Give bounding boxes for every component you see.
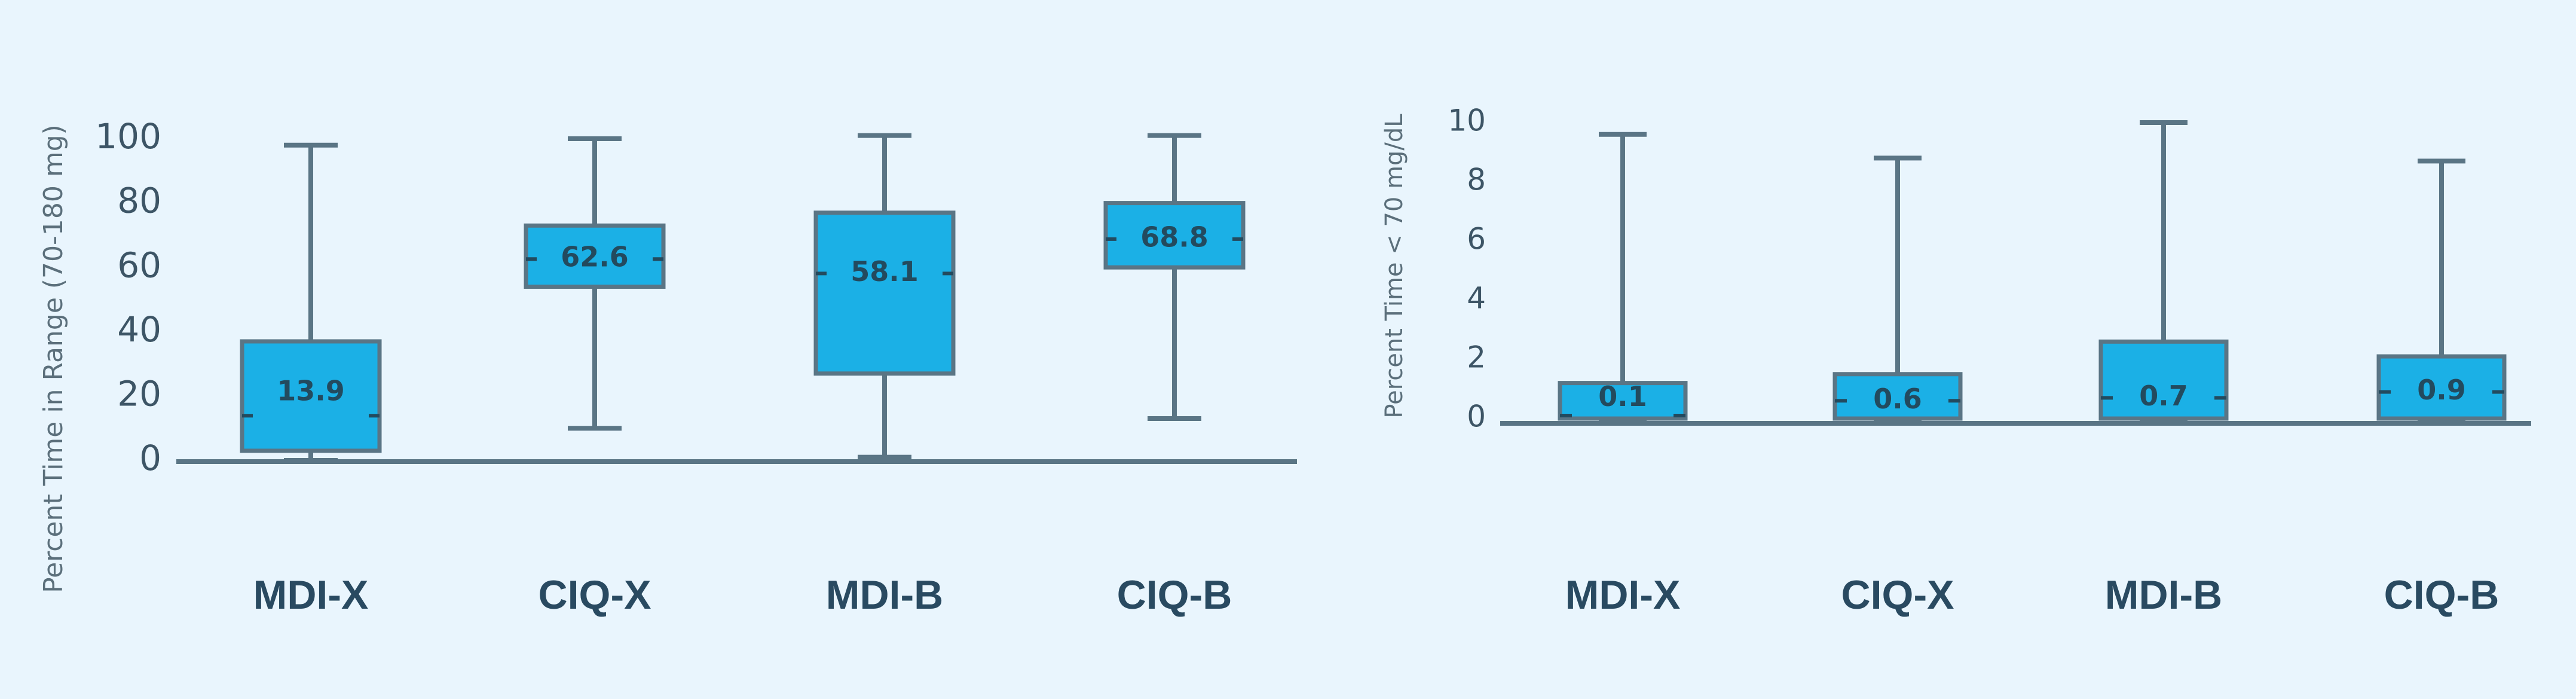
category-label-mdi-x: MDI-X bbox=[1565, 572, 1681, 618]
median-value-label: 13.9 bbox=[277, 375, 345, 407]
y-tick-label: 2 bbox=[1467, 340, 1486, 375]
box-body bbox=[1832, 372, 1963, 421]
box-2: 58.1 bbox=[813, 133, 956, 460]
y-tick-label: 4 bbox=[1467, 281, 1486, 316]
category-label-ciq-b: CIQ-B bbox=[1117, 572, 1232, 618]
box-body bbox=[813, 210, 956, 376]
box-body bbox=[524, 223, 666, 289]
y-axis-label: Percent Time < 70 mg/dL bbox=[1381, 114, 1408, 419]
chart-time-in-range: Percent Time in Range (70-180 mg) 0 20 40 60… bbox=[38, 116, 1297, 618]
box-body bbox=[1558, 381, 1688, 421]
box-body bbox=[2098, 339, 2229, 421]
box-body bbox=[1103, 201, 1246, 270]
y-tick-label: 0 bbox=[1467, 399, 1486, 434]
box-body bbox=[2376, 354, 2507, 421]
box-3: 68.8 bbox=[1103, 133, 1246, 422]
y-tick-label: 100 bbox=[95, 116, 161, 157]
box-0: 13.9 bbox=[240, 142, 382, 463]
median-value-label: 0.7 bbox=[2139, 380, 2188, 412]
category-label-mdi-b: MDI-B bbox=[2105, 572, 2222, 618]
y-tick-label: 40 bbox=[117, 309, 161, 350]
box-1: 62.6 bbox=[524, 136, 666, 431]
category-label-ciq-x: CIQ-X bbox=[539, 572, 651, 618]
median-value-label: 62.6 bbox=[561, 241, 629, 273]
box-body bbox=[240, 339, 382, 453]
y-tick-label: 20 bbox=[117, 374, 161, 414]
y-axis-label: Percent Time in Range (70-180 mg) bbox=[38, 124, 69, 593]
box-2: 0.7 bbox=[2098, 120, 2229, 421]
y-tick-label: 10 bbox=[1448, 103, 1486, 138]
y-tick-label: 8 bbox=[1467, 163, 1486, 197]
median-value-label: 0.1 bbox=[1598, 380, 1647, 413]
category-label-mdi-b: MDI-B bbox=[826, 572, 943, 618]
category-label-ciq-b: CIQ-B bbox=[2384, 572, 2499, 618]
median-value-label: 0.9 bbox=[2417, 374, 2466, 406]
median-value-label: 0.6 bbox=[1873, 383, 1922, 415]
box-0: 0.1 bbox=[1558, 132, 1688, 421]
y-tick-label: 6 bbox=[1467, 222, 1486, 257]
median-value-label: 68.8 bbox=[1140, 221, 1209, 253]
box-1: 0.6 bbox=[1832, 155, 1963, 421]
y-tick-label: 0 bbox=[139, 438, 161, 478]
box-3: 0.9 bbox=[2376, 158, 2507, 421]
category-label-mdi-x: MDI-X bbox=[253, 572, 369, 618]
chart-time-below-70: Percent Time < 70 mg/dL 0 2 4 6 8 10 0.1 0.6 0.7 0… bbox=[1381, 103, 2531, 618]
median-value-label: 58.1 bbox=[850, 255, 919, 288]
y-tick-label: 60 bbox=[117, 245, 161, 285]
y-tick-label: 80 bbox=[117, 181, 161, 221]
category-label-ciq-x: CIQ-X bbox=[1841, 572, 1954, 618]
